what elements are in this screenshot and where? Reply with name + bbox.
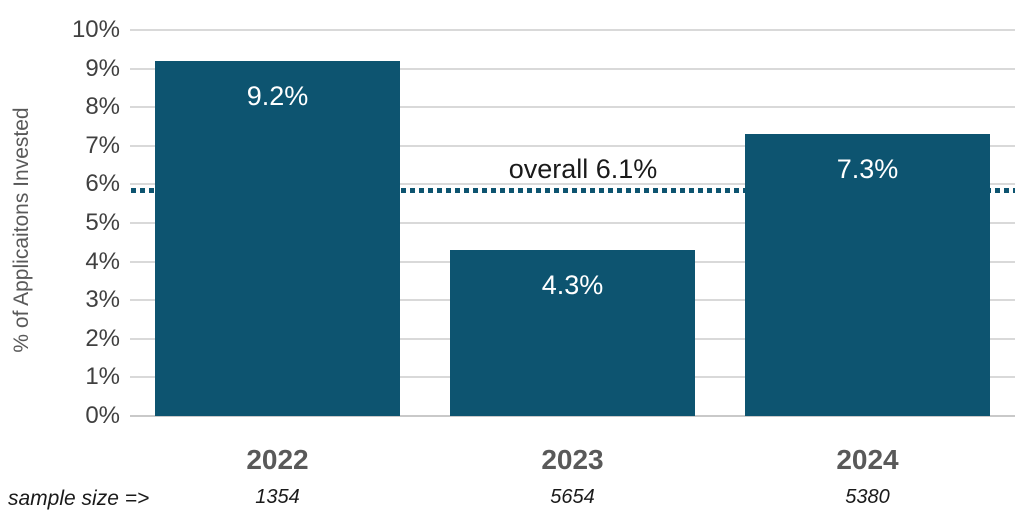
sample-size-caption: sample size => [8, 487, 150, 510]
bar-2022: 9.2% [155, 60, 400, 416]
sample-size-2022: 1354 [255, 486, 300, 508]
gridline-9% [130, 67, 1015, 70]
y-tick-label-3%: 3% [85, 286, 120, 314]
gridline-5% [130, 222, 1015, 224]
y-tick-label-1%: 1% [85, 363, 120, 391]
x-tick-label-2023: 2023 [541, 444, 604, 475]
y-tick-label-2%: 2% [85, 324, 120, 352]
y-tick-label-0%: 0% [85, 402, 120, 429]
bar-value-label-2024: 7.3% [836, 154, 899, 185]
y-tick-label-8%: 8% [85, 93, 120, 121]
y-tick-label-9%: 9% [85, 54, 120, 82]
sample-size-2023: 5654 [550, 486, 595, 508]
gridline-0% [130, 415, 1015, 417]
bar-value-label-2022: 9.2% [246, 80, 309, 111]
bar-2024: 7.3% [745, 134, 990, 416]
sample-size-2024: 5380 [845, 486, 890, 508]
overall-reference-label: overall 6.1% [508, 154, 658, 184]
y-tick-label-10%: 10% [71, 16, 120, 43]
gridline-10% [130, 29, 1015, 31]
y-tick-label-7%: 7% [85, 131, 120, 159]
gridline-6% [130, 183, 1015, 186]
y-tick-label-5%: 5% [85, 209, 120, 236]
overall-reference-line [131, 188, 1015, 194]
y-axis-title-text: % of Applicaitons Invested [10, 107, 33, 353]
y-tick-label-4%: 4% [85, 247, 120, 275]
x-tick-label-2022: 2022 [246, 444, 309, 475]
x-tick-label-2024: 2024 [836, 444, 899, 475]
y-tick-label-6%: 6% [85, 170, 120, 198]
gridline-7% [130, 144, 1015, 147]
gridline-8% [130, 106, 1015, 109]
bar-2023: 4.3% [450, 250, 695, 416]
bar-value-label-2023: 4.3% [541, 270, 604, 301]
